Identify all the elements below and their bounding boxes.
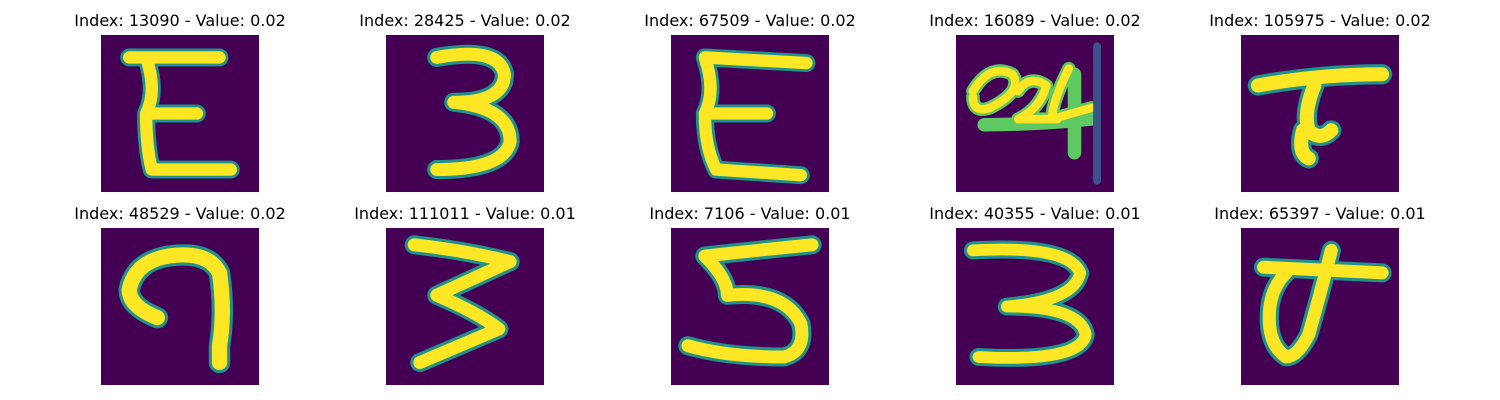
handwritten-glyph-image bbox=[956, 228, 1114, 385]
panel-title: Index: 48529 - Value: 0.02 bbox=[74, 204, 286, 223]
handwritten-glyph-image bbox=[386, 35, 544, 192]
sample-panel-7106: Index: 7106 - Value: 0.01 bbox=[608, 202, 892, 385]
sample-panel-40355: Index: 40355 - Value: 0.01 bbox=[893, 202, 1177, 385]
handwritten-glyph-image bbox=[101, 228, 259, 385]
panel-title: Index: 28425 - Value: 0.02 bbox=[359, 11, 571, 30]
panel-title: Index: 7106 - Value: 0.01 bbox=[649, 204, 851, 223]
handwritten-glyph-image bbox=[1241, 35, 1399, 192]
sample-panel-13090: Index: 13090 - Value: 0.02 bbox=[38, 9, 322, 192]
panel-title: Index: 105975 - Value: 0.02 bbox=[1209, 11, 1431, 30]
sample-panel-105975: Index: 105975 - Value: 0.02 bbox=[1178, 9, 1462, 192]
sample-panel-48529: Index: 48529 - Value: 0.02 bbox=[38, 202, 322, 385]
handwritten-glyph-image bbox=[1241, 228, 1399, 385]
handwritten-glyph-image bbox=[101, 35, 259, 192]
panel-title: Index: 16089 - Value: 0.02 bbox=[929, 11, 1141, 30]
panel-title: Index: 111011 - Value: 0.01 bbox=[354, 204, 576, 223]
handwritten-glyph-image bbox=[671, 228, 829, 385]
sample-panel-65397: Index: 65397 - Value: 0.01 bbox=[1178, 202, 1462, 385]
sample-panel-28425: Index: 28425 - Value: 0.02 bbox=[323, 9, 607, 192]
panel-title: Index: 13090 - Value: 0.02 bbox=[74, 11, 286, 30]
panel-title: Index: 67509 - Value: 0.02 bbox=[644, 11, 856, 30]
handwritten-glyph-image bbox=[386, 228, 544, 385]
sample-panel-16089: Index: 16089 - Value: 0.02 bbox=[893, 9, 1177, 192]
panel-title: Index: 40355 - Value: 0.01 bbox=[929, 204, 1141, 223]
sample-panel-67509: Index: 67509 - Value: 0.02 bbox=[608, 9, 892, 192]
handwritten-glyph-image bbox=[671, 35, 829, 192]
panel-title: Index: 65397 - Value: 0.01 bbox=[1214, 204, 1426, 223]
sample-panel-111011: Index: 111011 - Value: 0.01 bbox=[323, 202, 607, 385]
handwritten-glyph-image bbox=[956, 35, 1114, 192]
